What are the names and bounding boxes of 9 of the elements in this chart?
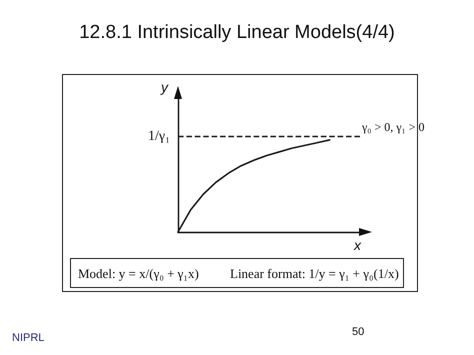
text: Linear format: 1/y = γ₁ + γ₀(1/x) — [230, 266, 399, 282]
x-axis-title: x — [353, 237, 362, 253]
text: Model: y = x/(γ₀ + γ₁x) — [78, 266, 199, 282]
text: NIPRL — [12, 332, 44, 344]
ref-line-label: 1/γ₁ — [148, 128, 170, 144]
y-axis-title: y — [160, 79, 169, 95]
chart-title: 12.8.1 Intrinsically Linear Models(4/4) — [78, 22, 396, 44]
text: γ₀ > 0, γ₁ > 0 — [362, 120, 425, 135]
text: 50 — [352, 326, 364, 338]
